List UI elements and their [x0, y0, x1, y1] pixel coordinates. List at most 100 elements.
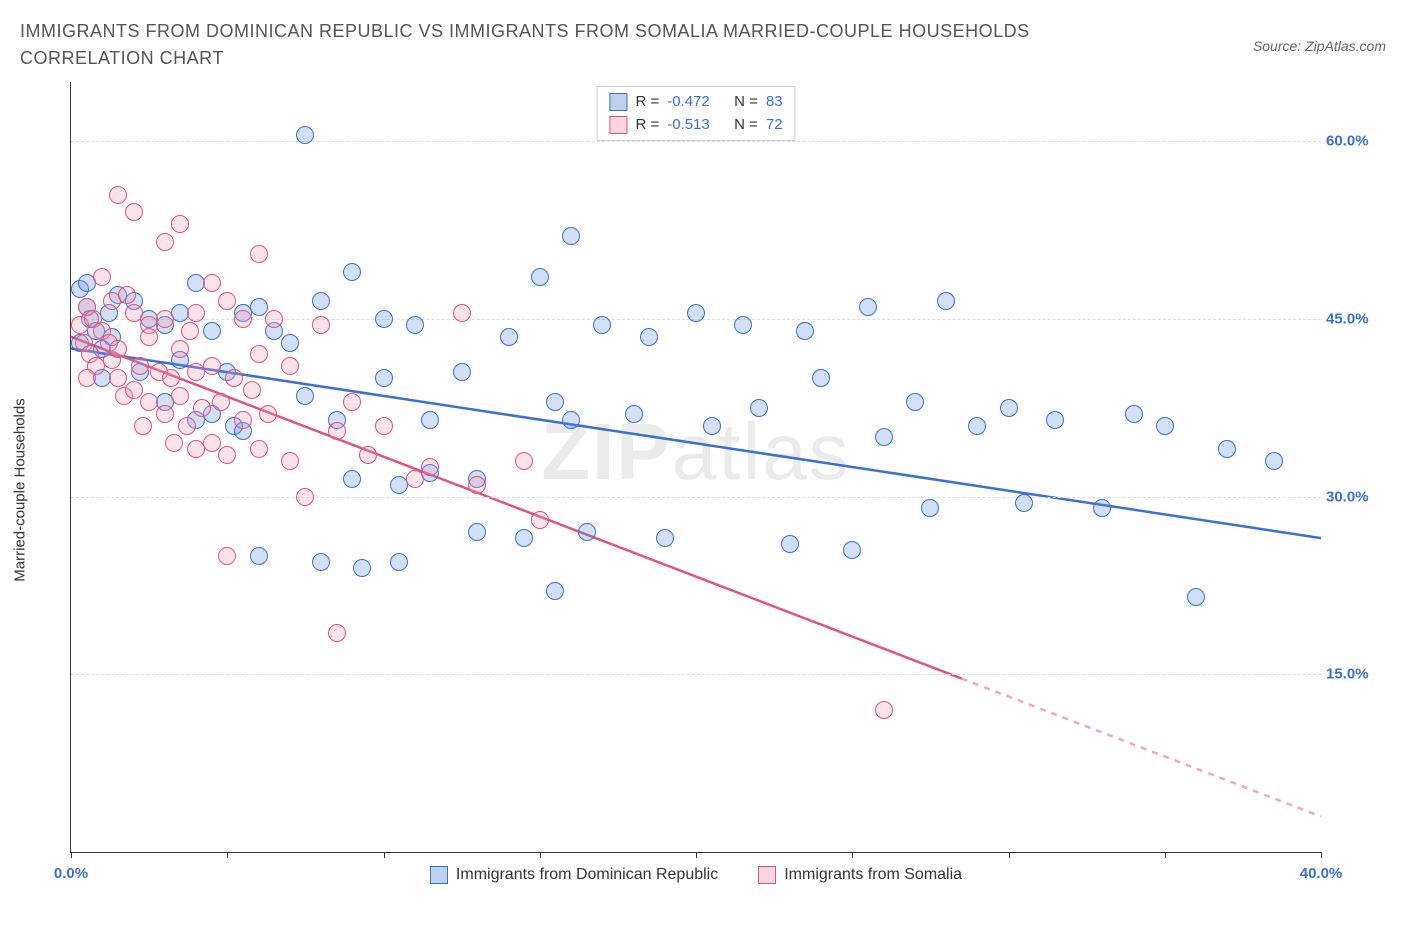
data-point [353, 559, 371, 577]
data-point [1046, 411, 1064, 429]
data-point [343, 393, 361, 411]
trend-line [71, 337, 962, 679]
x-tick [540, 852, 541, 858]
data-point [875, 701, 893, 719]
data-point [468, 476, 486, 494]
data-point [515, 529, 533, 547]
data-point [125, 304, 143, 322]
data-point [218, 292, 236, 310]
data-point [1156, 417, 1174, 435]
data-point [312, 316, 330, 334]
data-point [625, 405, 643, 423]
data-point [343, 263, 361, 281]
data-point [187, 304, 205, 322]
stats-r-label: R = [635, 91, 659, 114]
stats-row: R =-0.513 N =72 [609, 114, 782, 137]
x-tick [696, 852, 697, 858]
data-point [921, 499, 939, 517]
x-tick-label: 0.0% [54, 865, 88, 882]
data-point [234, 310, 252, 328]
data-point [1265, 452, 1283, 470]
y-tick-label: 15.0% [1326, 666, 1381, 683]
stats-row: R =-0.472 N =83 [609, 91, 782, 114]
data-point [750, 399, 768, 417]
data-point [312, 553, 330, 571]
data-point [406, 470, 424, 488]
data-point [781, 535, 799, 553]
data-point [250, 245, 268, 263]
data-point [375, 417, 393, 435]
gridline [71, 141, 1321, 142]
data-point [243, 381, 261, 399]
chart-legend: Immigrants from Dominican RepublicImmigr… [71, 866, 1321, 884]
data-point [359, 446, 377, 464]
data-point [171, 387, 189, 405]
data-point [203, 434, 221, 452]
chart-source: Source: ZipAtlas.com [1253, 38, 1386, 54]
legend-item: Immigrants from Somalia [758, 866, 962, 884]
correlation-stats-box: R =-0.472 N =83R =-0.513 N =72 [596, 86, 795, 141]
x-tick [1009, 852, 1010, 858]
data-point [296, 488, 314, 506]
data-point [250, 547, 268, 565]
data-point [162, 369, 180, 387]
data-point [140, 328, 158, 346]
data-point [1218, 440, 1236, 458]
x-tick [384, 852, 385, 858]
data-point [390, 553, 408, 571]
data-point [1093, 499, 1111, 517]
data-point [531, 268, 549, 286]
data-point [225, 369, 243, 387]
legend-swatch [430, 866, 448, 884]
data-point [203, 322, 221, 340]
x-tick [1321, 852, 1322, 858]
data-point [328, 624, 346, 642]
data-point [93, 268, 111, 286]
data-point [562, 227, 580, 245]
data-point [875, 428, 893, 446]
stats-r-value: -0.472 [667, 91, 710, 114]
data-point [109, 186, 127, 204]
data-point [165, 434, 183, 452]
data-point [131, 357, 149, 375]
y-axis-label: Married-couple Households [12, 398, 29, 581]
data-point [328, 422, 346, 440]
data-point [78, 369, 96, 387]
data-point [640, 328, 658, 346]
x-tick [852, 852, 853, 858]
data-point [656, 529, 674, 547]
data-point [421, 458, 439, 476]
trend-lines [71, 82, 1321, 852]
data-point [281, 334, 299, 352]
data-point [281, 357, 299, 375]
data-point [1187, 588, 1205, 606]
y-tick-label: 45.0% [1326, 310, 1381, 327]
data-point [453, 363, 471, 381]
data-point [125, 381, 143, 399]
data-point [593, 316, 611, 334]
data-point [125, 203, 143, 221]
gridline [71, 674, 1321, 675]
data-point [312, 292, 330, 310]
data-point [193, 399, 211, 417]
data-point [859, 298, 877, 316]
data-point [234, 411, 252, 429]
x-tick [71, 852, 72, 858]
data-point [171, 340, 189, 358]
gridline [71, 497, 1321, 498]
data-point [968, 417, 986, 435]
data-point [546, 393, 564, 411]
data-point [140, 393, 158, 411]
data-point [181, 322, 199, 340]
data-point [812, 369, 830, 387]
data-point [375, 369, 393, 387]
data-point [259, 405, 277, 423]
data-point [171, 215, 189, 233]
stats-n-value: 83 [766, 91, 783, 114]
legend-swatch [609, 116, 627, 134]
data-point [1125, 405, 1143, 423]
data-point [906, 393, 924, 411]
data-point [156, 405, 174, 423]
data-point [937, 292, 955, 310]
data-point [468, 523, 486, 541]
